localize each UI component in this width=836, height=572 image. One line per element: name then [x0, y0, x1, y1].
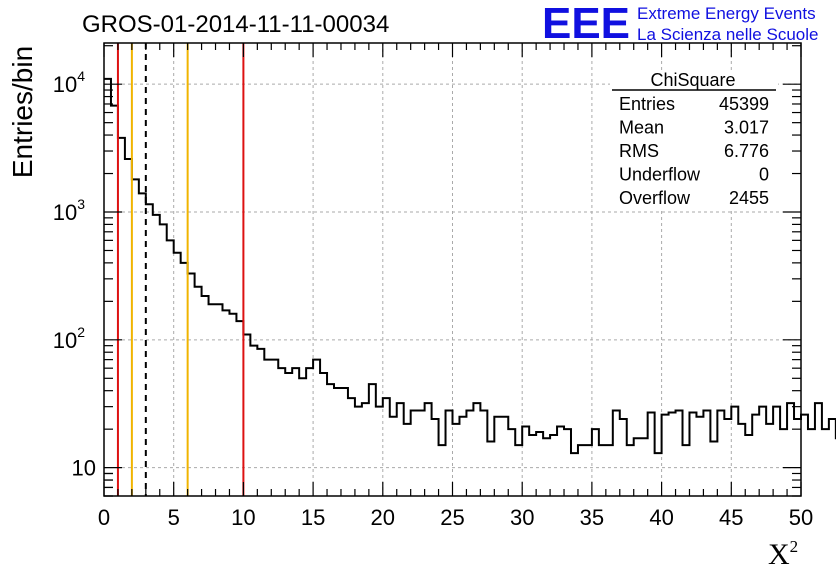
stats-rows: Entries 45399 Mean 3.017 RMS 6.776 Underflow 0 O… — [619, 94, 769, 208]
reference-lines — [116, 43, 245, 496]
stats-row-value: 0 — [759, 165, 769, 185]
y-tick-label: 104 — [53, 68, 85, 97]
x-tick-label: 5 — [168, 505, 180, 530]
x-axis-label-base: X — [768, 538, 790, 571]
histogram-step-line — [104, 77, 836, 455]
grid — [103, 43, 802, 496]
stats-row-label: Mean — [619, 118, 664, 138]
x-tick-label: 15 — [301, 505, 325, 530]
x-axis-label: X2 — [768, 537, 798, 571]
stats-box: ChiSquare Entries 45399 Mean 3.017 RMS 6.776 U… — [610, 70, 778, 210]
x-tick-label: 10 — [231, 505, 255, 530]
x-tick-label: 50 — [789, 505, 813, 530]
logo-line-2: La Scienza nelle Scuole — [637, 25, 818, 44]
y-tick-label-exponent: 3 — [77, 196, 85, 212]
y-tick-label-base: 10 — [53, 328, 77, 353]
x-tick-label: 0 — [98, 505, 110, 530]
logo-line-1: Extreme Energy Events — [637, 4, 816, 23]
y-axis-label: Entries/bin — [7, 46, 38, 178]
stats-row-value: 3.017 — [724, 118, 769, 138]
stats-row-value: 2455 — [729, 188, 769, 208]
x-tick-label: 35 — [580, 505, 604, 530]
stats-row-label: RMS — [619, 141, 659, 161]
stats-box-bg — [610, 70, 778, 210]
x-tick-label: 20 — [371, 505, 395, 530]
y-tick-label-exponent: 2 — [77, 324, 85, 340]
stats-row-label: Overflow — [619, 188, 691, 208]
x-tick-label: 40 — [649, 505, 673, 530]
y-tick-label: 10 — [72, 456, 96, 481]
logo-mark: EEE — [542, 0, 630, 48]
histogram-series — [104, 77, 836, 455]
y-tick-label: 103 — [53, 196, 85, 225]
y-tick-label: 102 — [53, 324, 85, 353]
y-tick-label-base: 10 — [72, 456, 96, 481]
stats-title: ChiSquare — [650, 70, 735, 90]
y-tick-label-base: 10 — [53, 200, 77, 225]
eee-logo: EEE Extreme Energy Events La Scienza nel… — [542, 0, 818, 48]
x-axis-label-superscript: 2 — [790, 537, 799, 556]
y-tick-label-exponent: 4 — [77, 68, 85, 84]
stats-row-value: 6.776 — [724, 141, 769, 161]
stats-row-label: Underflow — [619, 165, 701, 185]
y-tick-label-base: 10 — [53, 72, 77, 97]
stats-row-value: 45399 — [719, 94, 769, 114]
stats-row-label: Entries — [619, 94, 675, 114]
chart-title: GROS-01-2014-11-11-00034 — [82, 11, 389, 38]
x-tick-label: 30 — [510, 505, 534, 530]
x-tick-label: 45 — [719, 505, 743, 530]
x-tick-label: 25 — [440, 505, 464, 530]
